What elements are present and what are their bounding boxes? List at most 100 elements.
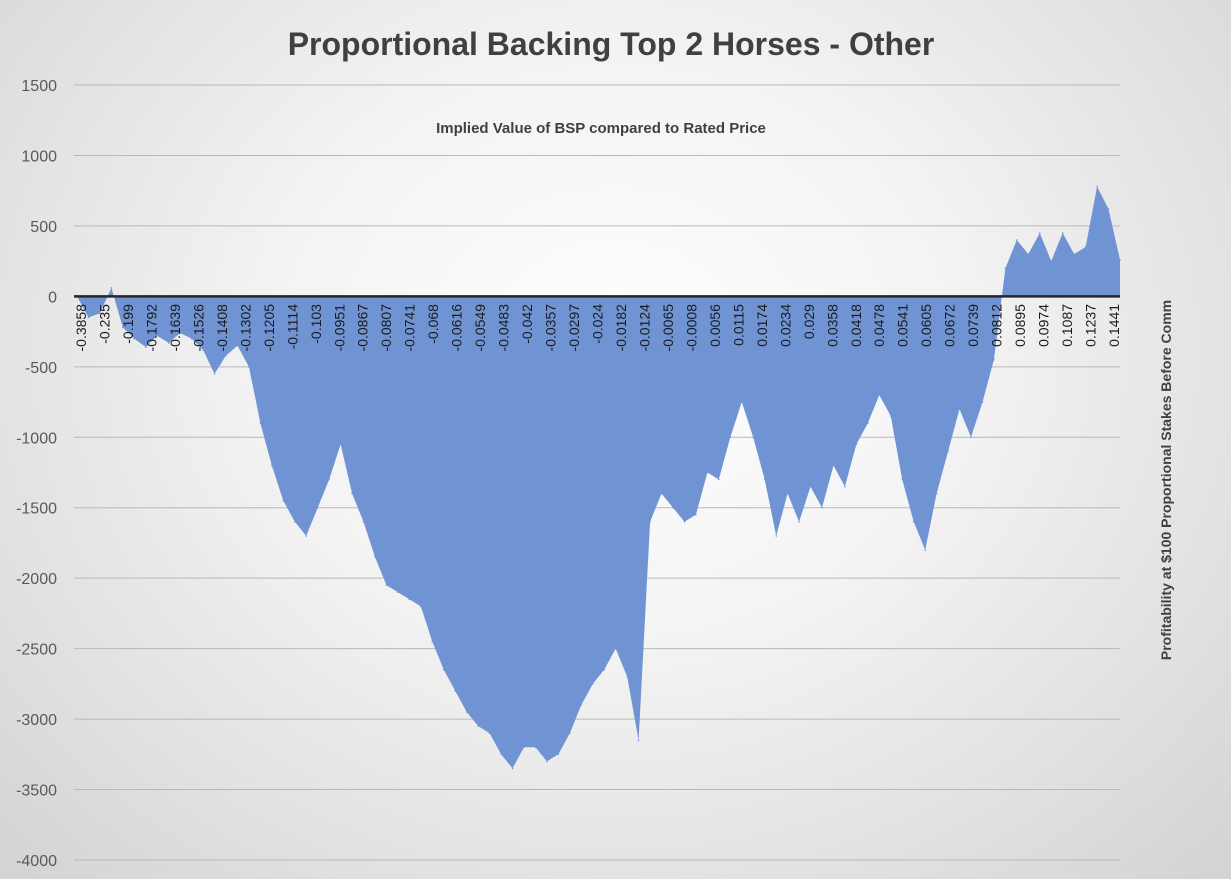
x-tick-label: -0.068 [425,304,441,344]
data-point [351,492,353,495]
data-point [282,499,285,502]
y-tick-label: -3500 [16,783,57,800]
data-point [511,767,514,770]
data-point [752,436,754,439]
y-tick-label: -1000 [16,430,57,447]
x-tick-label: 0.0234 [777,304,793,347]
x-tick-label: -0.024 [590,304,606,344]
data-point [890,415,892,417]
y-tick-label: -2500 [16,642,57,659]
data-point [878,394,881,396]
data-point [672,506,674,509]
y-tick-label: 0 [48,289,57,306]
data-point [87,316,90,319]
data-point [328,478,331,481]
data-point [706,471,709,474]
data-point [844,485,846,488]
x-tick-label: -0.1639 [167,304,183,352]
data-point [385,584,388,586]
data-point [1096,185,1098,188]
data-point [167,342,170,344]
data-point [557,753,560,756]
data-point [225,354,227,357]
x-tick-label: 0.0895 [1012,304,1028,347]
data-point [821,506,823,509]
data-point [248,366,250,368]
data-point [729,436,732,439]
data-point [637,739,640,741]
y-tick-label: -2000 [16,571,57,588]
data-point [569,732,571,734]
data-point [110,287,113,289]
data-point [993,359,995,361]
data-point [488,732,491,734]
series-area [77,186,1120,769]
x-tick-label: 0.0358 [824,304,840,347]
x-tick-label: 0.1237 [1083,304,1099,347]
x-tick-label: -0.0065 [660,304,676,352]
data-point [294,521,296,523]
data-point [546,760,548,763]
data-point [271,464,273,467]
x-tick-label: 0.0974 [1036,304,1052,347]
data-point [867,422,869,425]
data-point [259,422,262,425]
data-point [912,521,915,523]
x-tick-label: -0.042 [519,304,535,344]
data-point [958,408,961,410]
data-point [202,349,204,351]
data-point [935,492,938,495]
data-point [592,683,594,685]
x-tick-label: 0.0056 [707,304,723,347]
x-tick-label: 0.1441 [1106,304,1122,347]
x-tick-label: -0.0741 [402,304,418,352]
data-point [534,746,537,749]
x-tick-label: 0.0812 [989,304,1005,347]
x-tick-label: -0.0182 [613,304,629,352]
y-tick-label: 500 [30,219,57,236]
y-tick-label: -4000 [16,853,57,870]
data-point [1039,232,1041,234]
data-point [1119,258,1121,261]
x-tick-label: -0.1205 [261,304,277,352]
y-tick-label: 1500 [21,78,57,95]
data-point [798,521,800,523]
data-point [809,485,812,488]
data-point [374,556,376,558]
data-point [156,335,158,337]
data-point [122,326,124,329]
x-tick-label: 0.0478 [871,304,887,347]
data-point [981,401,984,403]
data-point [145,346,147,348]
data-point [454,690,457,692]
data-point [523,746,525,749]
x-tick-label: 0.0672 [942,304,958,347]
data-point [1084,246,1087,248]
data-point [649,521,651,523]
data-point [614,647,617,650]
data-point [179,332,181,334]
data-point [408,598,411,601]
data-point [465,711,468,713]
x-tick-label: -0.235 [97,304,113,344]
x-tick-label: -0.0483 [496,304,512,352]
x-tick-label: -0.0951 [331,304,347,352]
x-tick-label: -0.0008 [683,304,699,352]
chart-title: Proportional Backing Top 2 Horses - Othe… [287,26,935,62]
data-point [970,436,972,439]
data-point [947,450,949,453]
x-tick-label: 0.0605 [918,304,934,347]
data-point [1027,253,1030,255]
data-point [775,535,777,537]
x-tick-label: 0.0115 [730,304,746,346]
x-tick-label: -0.3858 [73,304,89,352]
x-tick-label: -0.0616 [449,304,465,352]
data-point [500,753,502,756]
data-point [316,506,319,509]
x-tick-label: -0.1114 [284,304,300,350]
data-point [924,549,926,551]
data-point [133,337,136,340]
data-point [431,640,434,643]
data-point [580,704,583,706]
